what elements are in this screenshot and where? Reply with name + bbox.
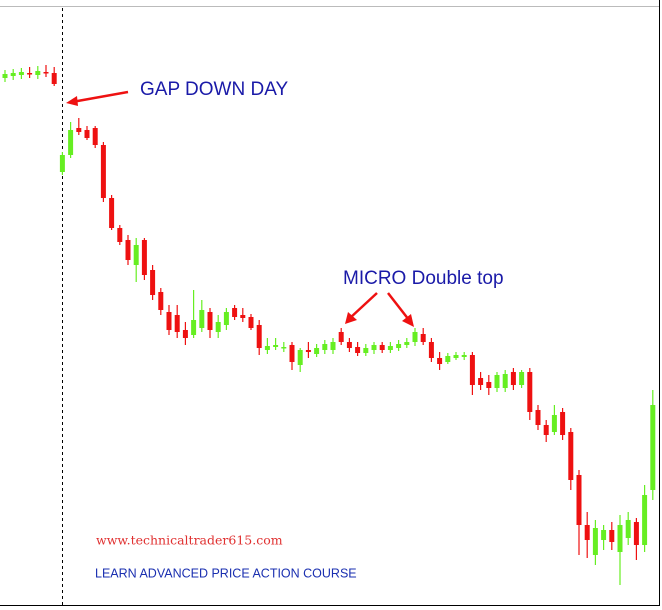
candle-body bbox=[125, 240, 131, 260]
candle-body bbox=[51, 73, 57, 84]
candle-body bbox=[68, 130, 74, 155]
candle-body bbox=[535, 410, 541, 425]
candle-body bbox=[215, 322, 221, 332]
candle-body bbox=[182, 330, 188, 338]
candle-body bbox=[363, 348, 369, 353]
candle-body bbox=[297, 350, 303, 365]
candle-body bbox=[601, 530, 607, 540]
annotation: MICRO Double top bbox=[343, 268, 504, 289]
candle-body bbox=[10, 73, 16, 76]
candle-body bbox=[232, 308, 238, 317]
candle-body bbox=[141, 240, 147, 275]
candle-body bbox=[494, 375, 500, 388]
candle-body bbox=[420, 334, 426, 342]
candle-body bbox=[584, 525, 590, 540]
candle-body bbox=[592, 528, 598, 555]
candle-body bbox=[453, 355, 459, 358]
candle-body bbox=[166, 312, 172, 330]
arrow bbox=[387, 292, 410, 321]
candle-body bbox=[248, 317, 254, 328]
candle-body bbox=[560, 412, 566, 435]
candle-body bbox=[109, 198, 115, 228]
candle-body bbox=[281, 347, 287, 349]
candle-body bbox=[551, 415, 557, 432]
candle-body bbox=[191, 320, 197, 335]
candle-body bbox=[289, 345, 295, 362]
candle-body bbox=[478, 378, 484, 385]
candle-body bbox=[223, 312, 229, 325]
arrow bbox=[349, 292, 378, 319]
candle-body bbox=[617, 525, 623, 552]
candle-body bbox=[609, 530, 615, 542]
candle-body bbox=[510, 372, 516, 385]
candle-body bbox=[100, 145, 106, 198]
candle-body bbox=[461, 355, 467, 357]
candle-body bbox=[240, 315, 246, 318]
candle-body bbox=[330, 342, 336, 350]
candle-body bbox=[437, 358, 443, 364]
candle-body bbox=[59, 155, 65, 172]
candle-body bbox=[264, 346, 270, 350]
watermark: www.technicaltrader615.com bbox=[96, 533, 283, 548]
candle-body bbox=[428, 342, 434, 358]
candle-body bbox=[404, 342, 410, 345]
candle-body bbox=[256, 325, 262, 348]
candle-body bbox=[502, 374, 508, 388]
candle-body bbox=[2, 74, 8, 78]
arrow-head bbox=[345, 312, 357, 324]
annotation: GAP DOWN DAY bbox=[140, 79, 288, 100]
candle-body bbox=[92, 128, 98, 145]
candle-body bbox=[412, 332, 418, 342]
candle-body bbox=[379, 345, 385, 350]
candle-body bbox=[469, 355, 475, 385]
candle-body bbox=[519, 372, 525, 385]
candle-body bbox=[650, 405, 656, 490]
arrow-head bbox=[66, 96, 78, 106]
candle-body bbox=[568, 432, 574, 480]
candle-body bbox=[527, 372, 533, 412]
candle-body bbox=[150, 270, 156, 295]
candle-body bbox=[543, 425, 549, 435]
candle-body bbox=[133, 245, 139, 265]
candle-body bbox=[576, 475, 582, 525]
candle-body bbox=[273, 345, 279, 347]
candle-body bbox=[355, 347, 361, 353]
candle-body bbox=[43, 72, 49, 74]
candle-body bbox=[18, 72, 24, 75]
candle-body bbox=[387, 346, 393, 350]
candle-body bbox=[396, 344, 402, 348]
candle-body bbox=[207, 312, 213, 330]
candle-body bbox=[371, 345, 377, 350]
candle-body bbox=[35, 71, 41, 75]
candle-body bbox=[84, 130, 90, 138]
watermark: LEARN ADVANCED PRICE ACTION COURSE bbox=[95, 566, 357, 580]
arrow-head bbox=[402, 314, 414, 327]
candle-body bbox=[338, 332, 344, 342]
candle-body bbox=[158, 292, 164, 310]
candle-body bbox=[322, 344, 328, 350]
candle-body bbox=[642, 495, 648, 545]
candle-body bbox=[346, 342, 352, 348]
candle-body bbox=[633, 522, 639, 545]
candle-body bbox=[314, 348, 320, 354]
candle-body bbox=[625, 520, 631, 538]
candle-body bbox=[486, 382, 492, 388]
candle-body bbox=[445, 356, 451, 362]
candles bbox=[2, 65, 656, 585]
candle-body bbox=[174, 315, 180, 332]
candle-body bbox=[27, 73, 33, 75]
candle-body bbox=[76, 128, 82, 132]
arrow bbox=[71, 90, 129, 104]
candle-body bbox=[199, 310, 205, 328]
candle-body bbox=[305, 350, 311, 352]
candle-body bbox=[117, 228, 123, 242]
